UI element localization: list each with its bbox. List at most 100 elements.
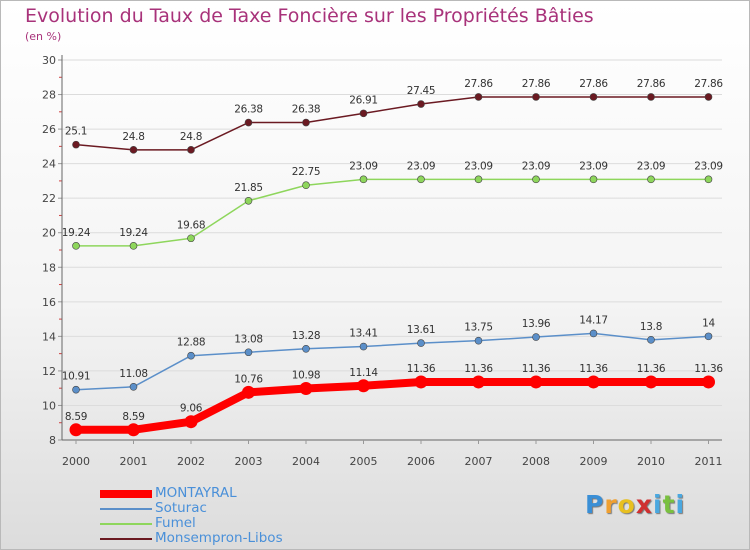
x-tick-label: 2004 — [292, 455, 320, 468]
legend-swatch — [100, 523, 152, 525]
data-label-monsempron-libos: 27.45 — [407, 85, 436, 97]
logo-letter: i — [653, 490, 663, 519]
x-tick-label: 2003 — [235, 455, 263, 468]
data-label-monsempron-libos: 27.86 — [464, 78, 493, 90]
point-montayral — [472, 375, 485, 389]
data-label-soturac: 10.91 — [62, 371, 91, 383]
point-montayral — [644, 375, 658, 389]
point-soturac — [359, 342, 368, 351]
data-label-montayral: 8.59 — [122, 411, 144, 423]
point-monsempron-libos — [704, 93, 713, 101]
data-label-soturac: 11.08 — [119, 368, 148, 380]
data-label-soturac: 13.28 — [292, 330, 321, 342]
data-label-soturac: 12.88 — [177, 337, 206, 349]
point-soturac — [532, 333, 540, 341]
proxiti-logo: Proxiti — [585, 490, 685, 519]
logo-letter: r — [604, 490, 618, 519]
data-label-fumel: 19.68 — [177, 219, 206, 231]
point-fumel — [532, 175, 540, 184]
logo-letter: o — [617, 490, 636, 519]
point-soturac — [704, 332, 713, 341]
point-montayral — [69, 423, 83, 437]
point-montayral — [702, 375, 715, 389]
x-tick-label: 2002 — [177, 455, 205, 468]
point-soturac — [302, 344, 310, 353]
y-tick-label: 14 — [42, 330, 56, 343]
logo-letter: x — [635, 490, 653, 519]
data-label-fumel: 19.24 — [119, 227, 148, 239]
data-label-fumel: 23.09 — [637, 160, 666, 172]
x-tick-label: 2007 — [465, 455, 493, 468]
point-soturac — [589, 329, 598, 338]
y-tick-label: 24 — [42, 158, 56, 171]
point-montayral — [414, 375, 428, 389]
data-label-fumel: 21.85 — [234, 182, 263, 194]
data-label-fumel: 19.24 — [62, 227, 91, 239]
series-line-fumel — [76, 178, 709, 247]
data-label-montayral: 11.36 — [694, 363, 723, 375]
point-montayral — [587, 375, 600, 389]
data-label-montayral: 11.14 — [349, 367, 378, 379]
data-label-fumel: 23.09 — [694, 160, 723, 172]
point-monsempron-libos — [474, 93, 483, 101]
legend-swatch — [100, 538, 152, 540]
series-line-monsempron-libos — [75, 96, 709, 151]
data-label-fumel: 23.09 — [579, 160, 608, 172]
chart-title: Evolution du Taux de Taxe Foncière sur l… — [25, 5, 594, 27]
point-montayral — [529, 375, 543, 389]
data-label-soturac: 14.17 — [579, 314, 608, 326]
x-tick-label: 2009 — [580, 455, 608, 468]
point-soturac — [72, 385, 80, 394]
data-label-soturac: 13.41 — [349, 328, 378, 340]
chart-unit: (en %) — [25, 30, 62, 43]
legend-swatch — [100, 490, 152, 498]
series-line-montayral — [76, 377, 709, 434]
data-label-fumel: 23.09 — [464, 160, 493, 172]
legend-label: Fumel — [155, 515, 196, 531]
data-label-monsempron-libos: 24.8 — [180, 131, 202, 143]
legend-label: Soturac — [155, 500, 207, 516]
point-monsempron-libos — [647, 93, 655, 101]
point-fumel — [359, 175, 368, 184]
y-tick-label: 8 — [49, 434, 56, 447]
point-monsempron-libos — [589, 93, 598, 101]
legend-label: MONTAYRAL — [155, 485, 237, 501]
data-label-monsempron-libos: 27.86 — [522, 78, 551, 90]
data-label-montayral: 11.36 — [579, 363, 608, 375]
data-label-soturac: 13.96 — [522, 318, 551, 330]
point-soturac — [647, 336, 655, 344]
data-label-monsempron-libos: 27.86 — [579, 78, 608, 90]
data-label-fumel: 22.75 — [292, 166, 321, 178]
data-label-fumel: 23.09 — [349, 160, 378, 172]
data-label-monsempron-libos: 26.38 — [234, 104, 263, 116]
data-label-soturac: 14 — [702, 317, 715, 329]
point-montayral — [184, 415, 198, 429]
point-fumel — [704, 175, 713, 184]
data-label-montayral: 10.76 — [234, 373, 263, 385]
point-monsempron-libos — [129, 146, 138, 154]
data-label-monsempron-libos: 27.86 — [694, 78, 723, 90]
x-tick-label: 2011 — [695, 455, 723, 468]
y-tick-label: 28 — [42, 89, 56, 102]
x-tick-label: 2008 — [522, 455, 550, 468]
data-label-monsempron-libos: 25.1 — [65, 126, 87, 138]
point-monsempron-libos — [532, 93, 540, 101]
y-tick-label: 18 — [42, 261, 56, 274]
y-tick-label: 10 — [42, 399, 56, 412]
data-label-fumel: 23.09 — [522, 160, 551, 172]
legend-label: Monsempron-Libos — [155, 530, 283, 546]
y-tick-label: 26 — [42, 123, 56, 136]
y-tick-label: 30 — [42, 54, 56, 67]
logo-letter: i — [675, 490, 686, 519]
point-fumel — [129, 242, 138, 250]
data-label-monsempron-libos: 26.38 — [292, 104, 321, 116]
point-monsempron-libos — [244, 118, 253, 127]
logo-letter: t — [662, 490, 676, 519]
point-soturac — [474, 336, 483, 345]
data-label-montayral: 10.98 — [292, 370, 321, 382]
data-label-fumel: 23.09 — [407, 160, 436, 172]
point-monsempron-libos — [72, 140, 80, 149]
point-fumel — [647, 175, 655, 184]
point-fumel — [72, 242, 80, 250]
